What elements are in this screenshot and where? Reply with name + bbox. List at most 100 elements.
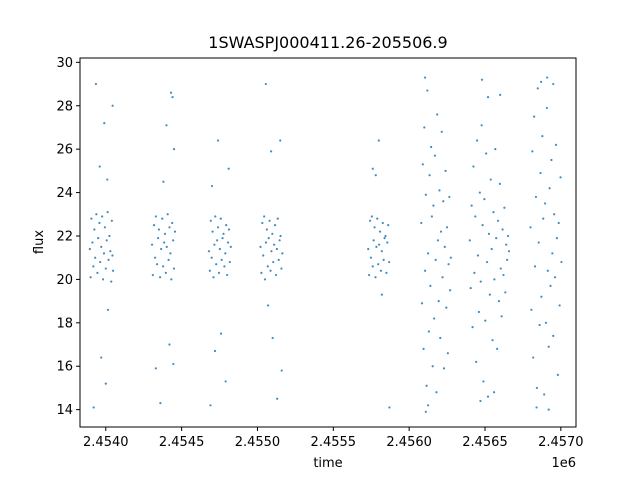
data-point <box>502 273 505 277</box>
data-point <box>547 408 550 411</box>
data-point <box>542 217 545 220</box>
data-point <box>551 252 554 255</box>
data-point <box>499 267 502 270</box>
data-point <box>226 241 230 244</box>
data-point <box>553 276 557 279</box>
data-point <box>372 239 375 242</box>
data-point <box>105 239 108 242</box>
data-point <box>106 308 110 311</box>
data-point <box>172 239 175 242</box>
data-point <box>493 278 496 281</box>
x-tick-label: 2.4545 <box>159 435 205 450</box>
data-point <box>437 300 440 303</box>
data-point <box>214 215 217 218</box>
data-point <box>474 215 477 218</box>
data-point <box>482 380 485 383</box>
data-point <box>387 224 390 227</box>
data-point <box>98 165 101 168</box>
data-point <box>279 139 282 142</box>
plot-frame <box>79 57 577 428</box>
data-point <box>496 219 500 222</box>
data-point <box>475 360 478 363</box>
data-point <box>371 265 374 268</box>
data-point <box>165 124 168 127</box>
data-point <box>427 404 430 407</box>
data-point <box>279 234 282 238</box>
chart-title: 1SWASPJ000411.26-205506.9 <box>208 33 447 52</box>
y-axis-ticks: 14 16 18 20 22 24 26 28 30 <box>56 56 80 418</box>
data-point <box>386 241 389 244</box>
data-point <box>100 245 103 248</box>
data-point <box>425 384 428 387</box>
data-point <box>433 154 437 157</box>
data-point <box>110 280 113 283</box>
y-tick-label: 22 <box>56 229 73 244</box>
data-point <box>210 184 214 188</box>
x-tick-label: 2.4555 <box>311 435 357 450</box>
data-point <box>539 171 542 175</box>
data-point <box>429 284 432 288</box>
data-point <box>439 230 443 233</box>
data-point <box>259 245 262 248</box>
y-tick-label: 20 <box>56 273 73 288</box>
data-point <box>377 263 380 266</box>
data-point <box>469 286 472 290</box>
data-point <box>103 226 106 229</box>
data-point <box>216 226 220 229</box>
data-point <box>506 234 510 238</box>
y-tick-label: 26 <box>56 143 73 158</box>
data-point <box>529 226 532 229</box>
data-point <box>216 139 220 142</box>
data-point <box>545 106 548 110</box>
data-point <box>503 206 506 209</box>
data-point <box>224 252 227 255</box>
data-point <box>268 219 271 222</box>
data-point <box>501 228 504 231</box>
data-point <box>555 237 558 240</box>
data-point <box>434 258 437 261</box>
data-point <box>557 221 560 225</box>
data-point <box>443 245 446 248</box>
data-point <box>448 195 451 199</box>
data-point <box>558 304 561 307</box>
data-point <box>96 271 99 274</box>
data-point <box>151 273 154 277</box>
data-point <box>428 174 431 177</box>
data-point <box>367 247 370 251</box>
data-point <box>213 243 216 246</box>
data-point <box>507 250 511 253</box>
x-axis-label: time <box>313 456 342 471</box>
data-point <box>388 260 391 264</box>
data-point <box>217 271 221 274</box>
data-point <box>266 304 270 307</box>
data-point <box>223 265 226 268</box>
data-point <box>550 158 553 162</box>
data-point <box>498 182 501 185</box>
data-point <box>559 176 562 179</box>
y-tick-label: 28 <box>56 99 73 114</box>
data-point <box>444 169 447 172</box>
data-point <box>266 265 269 268</box>
y-tick-label: 14 <box>56 403 73 418</box>
data-point <box>543 393 546 396</box>
data-point <box>377 139 380 142</box>
data-point <box>481 224 484 227</box>
data-point <box>88 247 91 251</box>
data-point <box>446 352 449 355</box>
data-point <box>484 319 487 322</box>
data-point <box>109 250 112 253</box>
y-tick-label: 16 <box>56 360 73 375</box>
data-point <box>207 250 211 253</box>
data-points <box>88 76 563 413</box>
data-point <box>388 406 391 409</box>
data-point <box>530 308 533 311</box>
data-point <box>472 165 475 168</box>
data-point <box>108 234 111 238</box>
data-point <box>157 228 160 231</box>
data-point <box>154 367 157 370</box>
data-point <box>281 252 284 255</box>
data-point <box>273 224 277 227</box>
data-point <box>92 406 95 409</box>
data-point <box>427 252 430 255</box>
data-point <box>423 269 427 272</box>
